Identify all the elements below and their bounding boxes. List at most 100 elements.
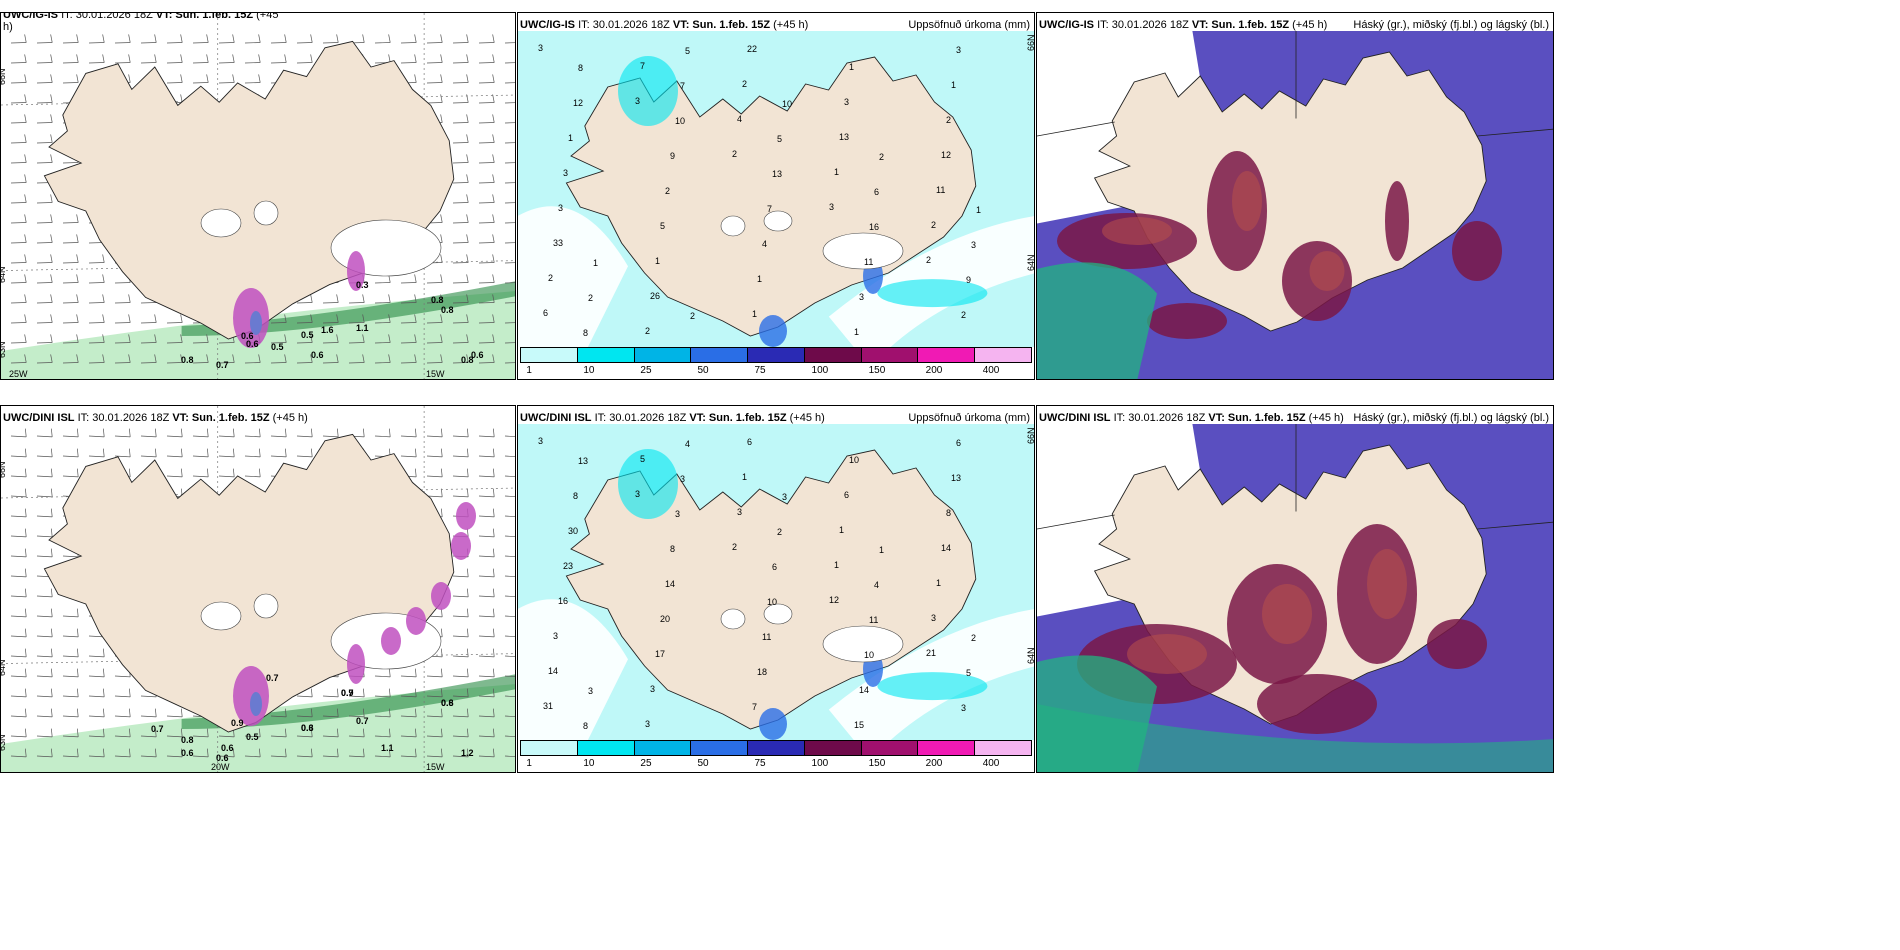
wind-barb [478,322,495,324]
colorbar-swatch [975,741,1032,755]
wind-barb [36,262,53,264]
wind-barb-tick [76,214,79,223]
wind-barb-tick [233,748,235,757]
precip-value-label: 8 [578,63,583,73]
precip-value-label: 9 [670,151,675,161]
wind-barb [452,595,469,598]
wind-barb-tick [493,448,495,457]
wind-barb [452,475,469,478]
precip-value-label: 8 [583,328,588,338]
wind-barb-tick [389,748,391,757]
wind-barb [452,575,469,578]
wind-barb-tick [440,334,443,343]
panel-header: UWC/IG-IS IT: 30.01.2026 18Z VT: Sun. 1.… [520,19,809,31]
wind-barb [452,262,469,264]
wind-barb-tick [102,254,105,263]
wind-barb [374,42,391,44]
wind-barb [62,655,79,658]
wind-barb [166,755,183,758]
wind-barb [10,495,27,498]
wind-barb-tick [180,314,183,323]
wind-barb-tick [180,54,183,63]
wind-barb-tick [129,748,131,757]
wind-barb [452,615,469,618]
precip-colorbar: 1 10 25 50 75 100 150 200 400 [518,740,1034,772]
wind-barb-tick [129,428,131,437]
wind-barb-tick [388,54,391,63]
wind-barb-tick [467,648,469,657]
wind-barb-tick [76,54,79,63]
wind-barb [36,495,53,498]
wind-barb [114,735,131,738]
wind-barb [62,42,79,44]
wind-barb-tick [24,354,27,363]
lat-label: 64N [1,266,7,283]
wind-barb [452,342,469,344]
wind-barb-tick [415,688,417,697]
wind-barb [478,755,495,758]
precip-value-label: 4 [874,580,879,590]
wind-barb-tick [154,354,157,363]
wind-barb-tick [467,608,469,617]
wind-value-label: 0.7 [341,688,354,698]
wind-barb-tick [103,728,105,737]
wind-barb-tick [466,334,469,343]
wind-barb [426,322,443,324]
wind-barb [270,42,287,44]
dry-area [518,599,628,760]
wind-barb-tick [51,688,53,697]
wind-value-label: 1.2 [461,748,474,758]
wind-barb-tick [77,628,79,637]
wind-barb-tick [441,468,443,477]
wind-barb [478,282,495,284]
precip-value-label: 4 [762,239,767,249]
wind-barb-tick [285,428,287,437]
wind-barb [88,655,105,658]
wind-barb-tick [77,468,79,477]
wind-barb-tick [50,134,53,143]
wind-barb [452,222,469,224]
wind-value-label: 0.7 [216,360,229,370]
wind-barb-tick [467,428,469,437]
wind-barb [244,362,261,364]
wind-barb-tick [336,294,339,303]
wind-barb [88,282,105,284]
colorbar-tick-label: 150 [868,365,886,376]
lon-label: 15W [426,369,445,379]
wind-barb [62,82,79,84]
cloud-mid-core [1309,251,1345,291]
wind-barb-tick [466,174,469,183]
wind-barb [478,575,495,578]
wind-barb [322,302,339,304]
wind-barb-tick [76,334,79,343]
wind-barb-tick [467,688,469,697]
wind-barb-tick [51,548,53,557]
wind-barb-tick [77,648,79,657]
wind-barb [504,535,515,538]
wind-barb-tick [181,448,183,457]
precip-value-label: 1 [757,274,762,284]
wind-barb-tick [336,354,339,363]
precip-cell [456,502,476,530]
precip-value-label: 3 [737,507,742,517]
wind-value-label: 0.3 [356,280,369,290]
wind-barb [374,302,391,304]
wind-barb [426,495,443,498]
wind-barb [62,715,79,718]
wind-barb-tick [492,134,495,143]
wind-barb-tick [77,728,79,737]
wind-barb [140,715,157,718]
wind-barb-tick [25,688,27,697]
wind-barb [88,302,105,304]
colorbar-swatch [691,348,749,362]
wind-barb [10,242,27,244]
panel-header: UWC/DINI ISL IT: 30.01.2026 18Z VT: Sun.… [520,412,825,424]
wind-barb-tick [389,688,391,697]
wind-barb [88,62,105,64]
precip-value-label: 3 [635,489,640,499]
precip-value-label: 15 [854,720,864,730]
colorbar-swatch [918,348,976,362]
glacier [253,200,279,226]
precip-value-label: 31 [543,701,553,711]
wind-barb [452,715,469,718]
